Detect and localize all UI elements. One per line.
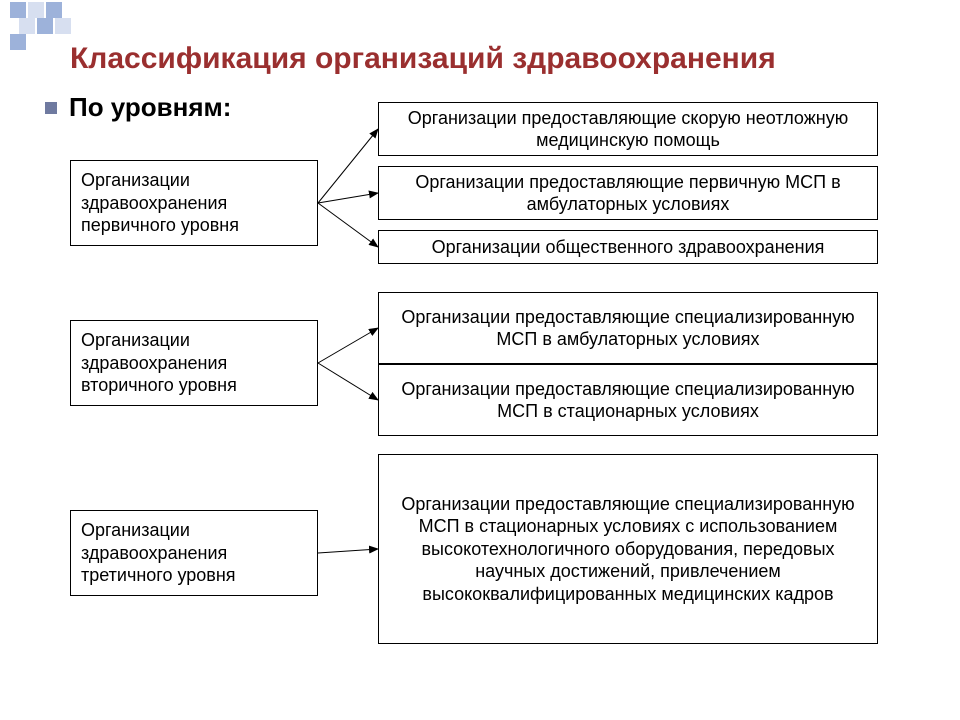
bullet-icon xyxy=(45,102,57,114)
level-source-box: Организации здравоохранения третичного у… xyxy=(70,510,318,596)
deco-square xyxy=(46,2,62,18)
deco-square xyxy=(28,2,44,18)
subtitle-text: По уровням: xyxy=(69,92,231,123)
level-source-box: Организации здравоохранения первичного у… xyxy=(70,160,318,246)
connector-arrow xyxy=(318,328,378,363)
connector-arrow xyxy=(318,193,378,203)
deco-square xyxy=(10,2,26,18)
subtitle-row: По уровням: xyxy=(45,92,231,123)
level-target-box: Организации предоставляющие специализиро… xyxy=(378,364,878,436)
slide-title: Классификация организаций здравоохранени… xyxy=(70,42,776,76)
level-target-box: Организации предоставляющие специализиро… xyxy=(378,292,878,364)
level-target-box: Организации предоставляющие первичную МС… xyxy=(378,166,878,220)
connector-arrow xyxy=(318,203,378,247)
deco-square xyxy=(37,18,53,34)
level-target-box: Организации предоставляющие специализиро… xyxy=(378,454,878,644)
level-target-box: Организации предоставляющие скорую неотл… xyxy=(378,102,878,156)
connector-arrow xyxy=(318,549,378,553)
deco-square xyxy=(19,18,35,34)
deco-square xyxy=(10,34,26,50)
connector-arrow xyxy=(318,363,378,400)
level-target-box: Организации общественного здравоохранени… xyxy=(378,230,878,264)
deco-square xyxy=(55,18,71,34)
level-source-box: Организации здравоохранения вторичного у… xyxy=(70,320,318,406)
connector-arrow xyxy=(318,129,378,203)
